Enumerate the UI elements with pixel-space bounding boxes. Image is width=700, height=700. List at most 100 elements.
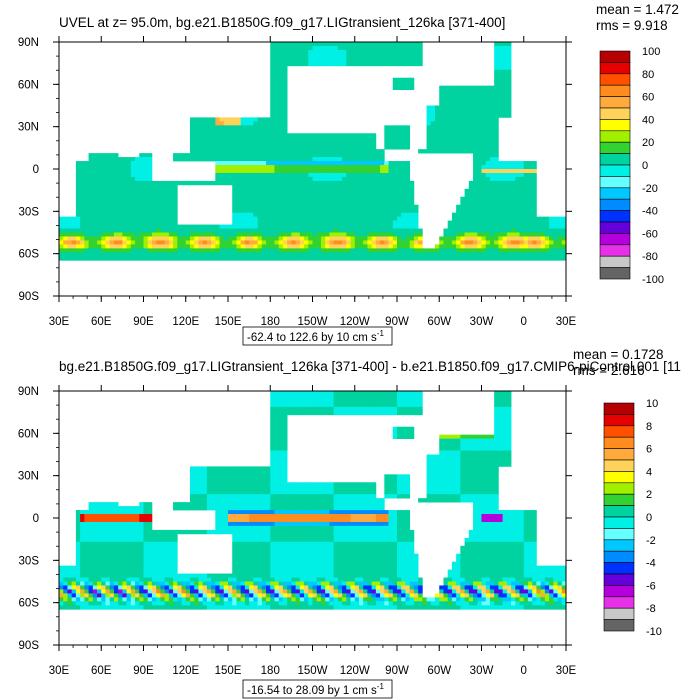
heatmap-cell [401,204,406,210]
heatmap-cell [405,494,411,499]
heatmap-cell [253,228,258,233]
heatmap-cell [506,426,512,432]
heatmap-cell [494,232,499,237]
heatmap-cell [80,510,85,515]
heatmap-cell [168,180,174,186]
heatmap-cell [194,141,199,146]
heatmap-cell [295,240,301,245]
heatmap-cell [274,454,280,459]
heatmap-cell [485,204,491,210]
heatmap-cell [464,97,470,102]
heatmap-cell [494,248,499,253]
heatmap-cell [232,169,237,174]
heatmap-cell [439,105,444,110]
heatmap-cell [354,391,360,396]
heatmap-cell [282,394,288,400]
heatmap-cell [367,490,372,495]
heatmap-cell [468,486,474,491]
heatmap-cell [413,53,419,59]
heatmap-cell [418,228,423,233]
heatmap-cell [147,232,153,237]
heatmap-cell [358,490,364,495]
heatmap-cell [244,121,250,126]
heatmap-cell [401,430,406,436]
heatmap-cell [304,45,309,51]
heatmap-cell [274,216,280,221]
heatmap-cell [451,244,457,249]
heatmap-cell [282,69,288,75]
heatmap-cell [320,208,326,214]
heatmap-cell [329,224,334,229]
heatmap-cell [206,256,212,261]
heatmap-cell [519,204,525,210]
heatmap-cell [354,406,360,412]
heatmap-cell [122,188,127,194]
heatmap-cell [105,256,111,261]
heatmap-cell [291,45,296,51]
heatmap-cell [494,184,499,190]
heatmap-cell [219,165,225,170]
heatmap-cell [202,133,208,138]
heatmap-cell [481,240,487,245]
heatmap-cell [105,248,111,253]
heatmap-cell [367,391,372,396]
heatmap-cell [249,200,254,206]
heatmap-cell [405,129,411,134]
heatmap-cell [278,228,284,233]
heatmap-cell [308,228,313,233]
heatmap-cell [312,232,318,237]
heatmap-cell [498,398,503,404]
heatmap-cell [426,105,432,110]
heatmap-cell [329,236,334,241]
heatmap-cell [105,184,111,190]
heatmap-cell [468,192,474,198]
heatmap-cell [287,157,292,162]
heatmap-cell [113,502,119,507]
heatmap-cell [392,232,398,237]
heatmap-cell [481,450,487,455]
heatmap-cell [274,240,280,245]
heatmap-cell [270,498,275,503]
heatmap-cell [308,486,313,491]
heatmap-cell [426,256,432,261]
heatmap-cell [489,176,495,182]
heatmap-cell [185,180,191,186]
heatmap-cell [257,220,263,225]
heatmap-cell [418,49,423,55]
heatmap-cell [282,192,288,198]
heatmap-cell [164,220,170,225]
heatmap-cell [308,482,313,487]
heatmap-cell [173,244,178,249]
heatmap-cell [426,470,432,475]
heatmap-cell [468,93,474,98]
heatmap-cell [325,410,330,416]
heatmap-cell [405,402,411,408]
heatmap-cell [473,244,478,249]
heatmap-cell [101,502,106,507]
heatmap-cell [350,188,356,194]
heatmap-cell [211,490,216,495]
heatmap-cell [223,518,229,523]
heatmap-cell [443,129,449,134]
heatmap-cell [97,192,102,198]
heatmap-cell [502,220,508,225]
heatmap-cell [511,224,516,229]
heatmap-cell [553,236,558,241]
heatmap-cell [312,502,318,507]
heatmap-cell [329,172,334,178]
heatmap-cell [325,137,330,142]
heatmap-cell [143,176,149,182]
heatmap-cell [498,232,503,237]
heatmap-cell [189,149,195,154]
heatmap-cell [506,244,512,249]
heatmap-cell [278,141,284,146]
heatmap-cell [460,454,465,459]
heatmap-cell [287,232,292,237]
heatmap-cell [329,141,334,146]
heatmap-cell [316,172,322,178]
heatmap-cell [97,169,102,174]
heatmap-cell [473,470,478,475]
heatmap-cell [443,454,449,459]
heatmap-cell [84,176,89,182]
heatmap-cell [477,125,482,130]
